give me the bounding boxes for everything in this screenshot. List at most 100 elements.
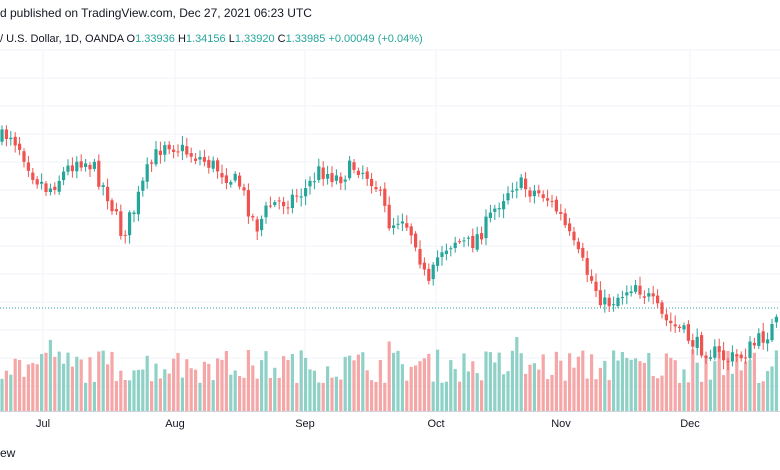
volume-bar: [427, 353, 431, 411]
volume-bar: [189, 368, 193, 411]
candle-body: [66, 165, 70, 172]
volume-bar: [713, 361, 717, 411]
candle: [154, 141, 158, 167]
volume-bar: [761, 381, 765, 411]
volume-bar: [383, 382, 387, 411]
candle: [686, 320, 690, 344]
candle-body: [40, 181, 44, 184]
volume-bar: [326, 366, 330, 411]
volume-bar: [150, 381, 154, 411]
candle-body: [334, 175, 338, 181]
candle: [282, 196, 286, 215]
candle-body: [180, 144, 184, 152]
volume-bar: [488, 352, 492, 411]
volume-bar: [84, 382, 88, 411]
candle: [506, 186, 510, 205]
volume-bar: [211, 380, 215, 411]
candle-body: [97, 160, 101, 187]
candle-body: [35, 179, 39, 185]
candle-body: [590, 276, 594, 281]
volume-bar: [409, 366, 413, 411]
volume-bar: [524, 373, 528, 411]
candle-body: [185, 146, 189, 155]
candle: [194, 153, 198, 165]
candle-body: [598, 290, 602, 306]
volume-bar: [282, 356, 286, 411]
volume-bar: [436, 349, 440, 411]
candle-body: [167, 144, 171, 150]
ohlc-label-c: C: [277, 33, 286, 45]
candle: [132, 210, 136, 223]
candle-body: [748, 341, 752, 358]
candles: [0, 125, 778, 371]
candle: [546, 189, 550, 207]
volume-bar: [757, 383, 761, 411]
candle-body: [673, 324, 677, 327]
candle-body: [554, 199, 558, 212]
candle-body: [31, 172, 35, 180]
candle: [317, 158, 321, 183]
x-tick-label-aug: Aug: [165, 418, 185, 430]
candle: [396, 215, 400, 230]
candle: [4, 125, 8, 147]
volume-bar: [13, 358, 17, 411]
candle-body: [216, 160, 220, 172]
volume-bar: [726, 351, 730, 411]
candle-body: [581, 247, 585, 258]
volume-bar: [739, 370, 743, 411]
candle-body: [290, 194, 294, 208]
candle: [211, 156, 215, 173]
candle: [774, 314, 778, 328]
volume-bar: [18, 359, 22, 411]
ohlc-label-l: L: [228, 33, 235, 45]
candle: [44, 181, 48, 196]
candle-body: [761, 331, 765, 343]
candle-body: [730, 352, 734, 362]
volume-bar: [700, 381, 704, 411]
x-tick-label-nov: Nov: [551, 418, 571, 430]
volume-bar: [607, 380, 611, 411]
candle: [730, 345, 734, 367]
candle: [625, 285, 629, 305]
volume-bar: [79, 359, 83, 411]
candle: [189, 147, 193, 163]
candle-body: [220, 173, 224, 178]
candle-body: [726, 361, 730, 363]
volume-bar: [598, 367, 602, 411]
candle-body: [150, 162, 154, 164]
candle-body: [141, 180, 145, 191]
candle-body: [106, 186, 110, 202]
volume-bar: [374, 382, 378, 411]
volume-bar: [158, 378, 162, 411]
candle: [163, 141, 167, 162]
volume-bar: [471, 361, 475, 411]
symbol-legend: / U.S. Dollar, 1D, OANDA O1.33936 H1.341…: [0, 33, 423, 45]
volume-bar: [128, 380, 132, 411]
candle-body: [101, 185, 105, 187]
volume-bar: [480, 380, 484, 411]
volume-bar: [634, 358, 638, 411]
candle: [581, 242, 585, 262]
candle-body: [414, 233, 418, 248]
candle-body: [488, 212, 492, 218]
candle-body: [339, 176, 343, 184]
volume-bar: [493, 362, 497, 411]
volume-bar: [260, 360, 264, 411]
volume-bar: [396, 350, 400, 411]
candle: [444, 243, 448, 261]
volume-bar: [546, 379, 550, 411]
candle-body: [528, 190, 532, 197]
volume-bar: [370, 380, 374, 411]
volume-bar: [422, 358, 426, 411]
candle: [334, 169, 338, 185]
candle-body: [308, 180, 312, 187]
candle: [480, 226, 484, 245]
volume-bar: [185, 359, 189, 411]
candle: [26, 156, 30, 177]
candle-body: [136, 191, 140, 215]
volume-bar: [387, 341, 391, 411]
candle: [440, 246, 444, 266]
candle: [761, 322, 765, 350]
candle-body: [713, 346, 717, 358]
